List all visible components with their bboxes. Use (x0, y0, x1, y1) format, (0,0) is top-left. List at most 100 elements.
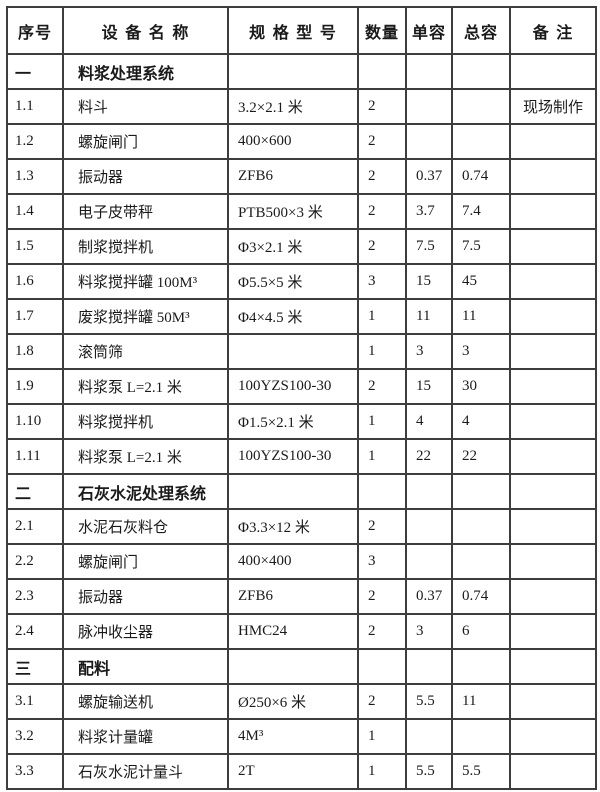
cell-remark (509, 683, 597, 720)
cell-remark (509, 753, 597, 790)
column-header-qty: 数量 (357, 6, 407, 55)
cell-unit-capacity: 5.5 (405, 683, 453, 720)
cell-total-capacity (451, 123, 511, 160)
cell-total-capacity: 11 (451, 298, 511, 335)
cell-spec (227, 53, 359, 90)
cell-total-capacity (451, 473, 511, 510)
cell-index: 3.2 (6, 718, 64, 755)
cell-remark (509, 158, 597, 195)
header-row: 序号 设 备 名 称 规 格 型 号 数量 单容 总容 备 注 (6, 6, 597, 55)
cell-name: 配料 (62, 648, 229, 685)
cell-index: 1.5 (6, 228, 64, 265)
table-row: 1.6 料浆搅拌罐 100M³ Φ5.5×5 米 3 15 45 (6, 263, 597, 300)
cell-spec: 3.2×2.1 米 (227, 88, 359, 125)
cell-unit-capacity (405, 88, 453, 125)
cell-remark (509, 438, 597, 475)
cell-name: 振动器 (62, 158, 229, 195)
cell-name: 螺旋输送机 (62, 683, 229, 720)
cell-unit-capacity (405, 718, 453, 755)
cell-total-capacity (451, 543, 511, 580)
table-row: 1.7 废浆搅拌罐 50M³ Φ4×4.5 米 1 11 11 (6, 298, 597, 335)
cell-name: 电子皮带秤 (62, 193, 229, 230)
cell-name: 料浆计量罐 (62, 718, 229, 755)
cell-unit-capacity: 3.7 (405, 193, 453, 230)
cell-unit-capacity: 15 (405, 368, 453, 405)
cell-qty: 1 (357, 718, 407, 755)
cell-unit-capacity (405, 473, 453, 510)
cell-index: 3.1 (6, 683, 64, 720)
cell-total-capacity: 0.74 (451, 578, 511, 615)
cell-index: 1.6 (6, 263, 64, 300)
cell-name: 料浆处理系统 (62, 53, 229, 90)
cell-qty: 2 (357, 683, 407, 720)
cell-name: 滚筒筛 (62, 333, 229, 370)
cell-spec: PTB500×3 米 (227, 193, 359, 230)
cell-index: 2.3 (6, 578, 64, 615)
table-row: 1.1 料斗 3.2×2.1 米 2 现场制作 (6, 88, 597, 125)
cell-total-capacity: 30 (451, 368, 511, 405)
cell-index: 1.9 (6, 368, 64, 405)
cell-remark (509, 228, 597, 265)
cell-index: 1.3 (6, 158, 64, 195)
cell-spec: Ø250×6 米 (227, 683, 359, 720)
table-row: 1.3 振动器 ZFB6 2 0.37 0.74 (6, 158, 597, 195)
cell-unit-capacity: 0.37 (405, 578, 453, 615)
cell-qty (357, 53, 407, 90)
cell-unit-capacity: 4 (405, 403, 453, 440)
cell-index: 2.1 (6, 508, 64, 545)
cell-name: 螺旋闸门 (62, 123, 229, 160)
cell-name: 制浆搅拌机 (62, 228, 229, 265)
cell-qty: 1 (357, 403, 407, 440)
table-row: 1.9 料浆泵 L=2.1 米 100YZS100-30 2 15 30 (6, 368, 597, 405)
cell-unit-capacity: 3 (405, 333, 453, 370)
table-row: 3.2 料浆计量罐 4M³ 1 (6, 718, 597, 755)
table-row: 1.8 滚筒筛 1 3 3 (6, 333, 597, 370)
cell-unit-capacity: 15 (405, 263, 453, 300)
cell-remark: 现场制作 (509, 88, 597, 125)
cell-spec: 100YZS100-30 (227, 438, 359, 475)
cell-qty: 1 (357, 333, 407, 370)
cell-unit-capacity: 7.5 (405, 228, 453, 265)
cell-index: 1.10 (6, 403, 64, 440)
cell-name: 石灰水泥计量斗 (62, 753, 229, 790)
cell-name: 石灰水泥处理系统 (62, 473, 229, 510)
cell-qty: 2 (357, 578, 407, 615)
cell-name: 脉冲收尘器 (62, 613, 229, 650)
cell-qty: 2 (357, 368, 407, 405)
cell-unit-capacity: 11 (405, 298, 453, 335)
table-row: 1.4 电子皮带秤 PTB500×3 米 2 3.7 7.4 (6, 193, 597, 230)
cell-remark (509, 403, 597, 440)
cell-unit-capacity (405, 543, 453, 580)
cell-spec: Φ3×2.1 米 (227, 228, 359, 265)
cell-total-capacity: 11 (451, 683, 511, 720)
cell-qty: 2 (357, 508, 407, 545)
cell-remark (509, 193, 597, 230)
cell-index: 1.7 (6, 298, 64, 335)
cell-remark (509, 53, 597, 90)
cell-unit-capacity (405, 648, 453, 685)
cell-remark (509, 123, 597, 160)
cell-total-capacity: 4 (451, 403, 511, 440)
column-header-spec: 规 格 型 号 (227, 6, 359, 55)
cell-name: 螺旋闸门 (62, 543, 229, 580)
cell-unit-capacity (405, 508, 453, 545)
cell-remark (509, 473, 597, 510)
cell-unit-capacity: 22 (405, 438, 453, 475)
cell-unit-capacity: 0.37 (405, 158, 453, 195)
cell-spec: Φ3.3×12 米 (227, 508, 359, 545)
cell-remark (509, 263, 597, 300)
cell-total-capacity: 45 (451, 263, 511, 300)
cell-name: 料斗 (62, 88, 229, 125)
cell-unit-capacity (405, 123, 453, 160)
table-row: 3.1 螺旋输送机 Ø250×6 米 2 5.5 11 (6, 683, 597, 720)
cell-qty: 2 (357, 158, 407, 195)
cell-remark (509, 508, 597, 545)
cell-spec: 4M³ (227, 718, 359, 755)
cell-remark (509, 648, 597, 685)
cell-index: 1.1 (6, 88, 64, 125)
section-row: 三配料 (6, 648, 597, 685)
column-header-name: 设 备 名 称 (62, 6, 229, 55)
cell-qty: 3 (357, 543, 407, 580)
cell-spec: 2T (227, 753, 359, 790)
